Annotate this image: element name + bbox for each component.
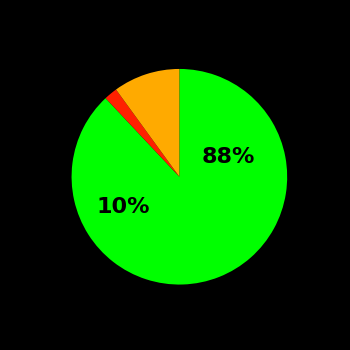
Text: 10%: 10% (97, 197, 150, 217)
Text: 88%: 88% (201, 147, 254, 167)
Wedge shape (106, 90, 179, 177)
Wedge shape (116, 69, 180, 177)
Wedge shape (72, 69, 287, 285)
